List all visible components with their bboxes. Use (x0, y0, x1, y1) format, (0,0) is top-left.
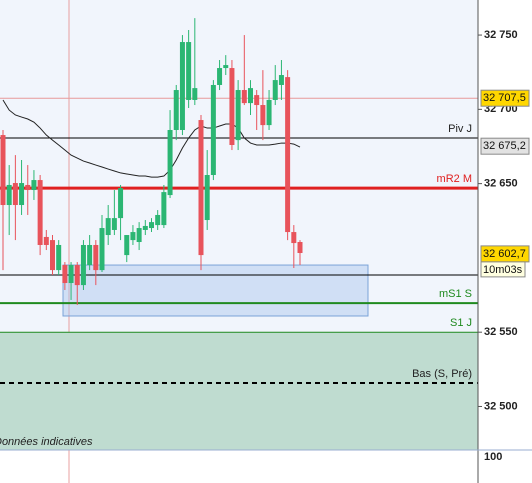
candle-body (93, 244, 99, 271)
candle-body (74, 265, 80, 286)
candle-body (210, 84, 216, 176)
candle-body (105, 218, 111, 236)
candle-body (179, 42, 185, 130)
price-label: 32 675,2 (483, 140, 526, 152)
timer-box (480, 261, 526, 278)
candle-body (217, 68, 223, 85)
candle-body (272, 80, 278, 100)
candle-body (198, 120, 204, 256)
lower-panel-tick-label: 100 (484, 451, 502, 463)
candle-body (223, 65, 229, 69)
price-label: 32 602,7 (483, 248, 526, 260)
candle-body (278, 75, 284, 85)
candle-body (235, 90, 241, 141)
candle-body (173, 90, 179, 130)
candle-body (37, 180, 43, 245)
candle-body (161, 192, 167, 226)
timer: 10m03s (483, 264, 523, 276)
price-label: 32 707,5 (483, 92, 526, 104)
candle-body (241, 90, 247, 104)
candle-body (80, 244, 86, 286)
candle-body (31, 180, 37, 191)
candle-body (260, 105, 266, 126)
candle-body (111, 218, 117, 230)
candle-body (12, 183, 18, 206)
candle-body (149, 222, 154, 229)
candle-body (248, 88, 253, 104)
candle-body (6, 184, 12, 206)
candle-body (43, 236, 49, 245)
zone (62, 264, 369, 317)
candle-body (25, 184, 31, 191)
candle-body (229, 68, 235, 145)
price-label-box (480, 89, 530, 107)
candle-body (136, 228, 142, 243)
candle-body (56, 244, 62, 271)
level-label: Bas (S, Pré) (412, 368, 472, 380)
candle-body (285, 77, 291, 233)
candle-body (204, 175, 210, 221)
candle-body (87, 244, 93, 266)
support-area (0, 332, 478, 450)
candle-body (124, 235, 130, 256)
candle-body (186, 42, 192, 100)
candle-body (62, 265, 68, 284)
level-label: mS1 S (439, 288, 472, 300)
y-tick-label: 32 550 (484, 326, 518, 338)
y-tick-label: 32 650 (484, 178, 518, 190)
candle-body (130, 232, 136, 241)
y-tick-label: 32 500 (484, 400, 518, 412)
footnote: Données indicatives (0, 436, 93, 448)
candle-body (266, 99, 272, 126)
y-tick-label: 32 750 (484, 29, 518, 41)
price-label-box (480, 137, 530, 155)
level-label: mR2 M (437, 173, 472, 185)
candle-body (68, 265, 74, 284)
candle-body (167, 129, 173, 196)
candle-body (142, 225, 148, 230)
candle-body (291, 232, 297, 244)
axis-background (478, 0, 532, 483)
candle-body (118, 188, 124, 219)
candle-body (50, 240, 55, 271)
level-label: S1 J (450, 317, 472, 329)
moving-average (2, 99, 301, 178)
candle-body (254, 95, 260, 106)
candle-body (155, 214, 161, 226)
candle-body (99, 228, 105, 271)
candle-body (192, 88, 198, 100)
candle-body (297, 242, 303, 254)
level-label: Piv J (448, 123, 472, 135)
candle-body (0, 135, 6, 206)
candle-body (19, 183, 25, 206)
